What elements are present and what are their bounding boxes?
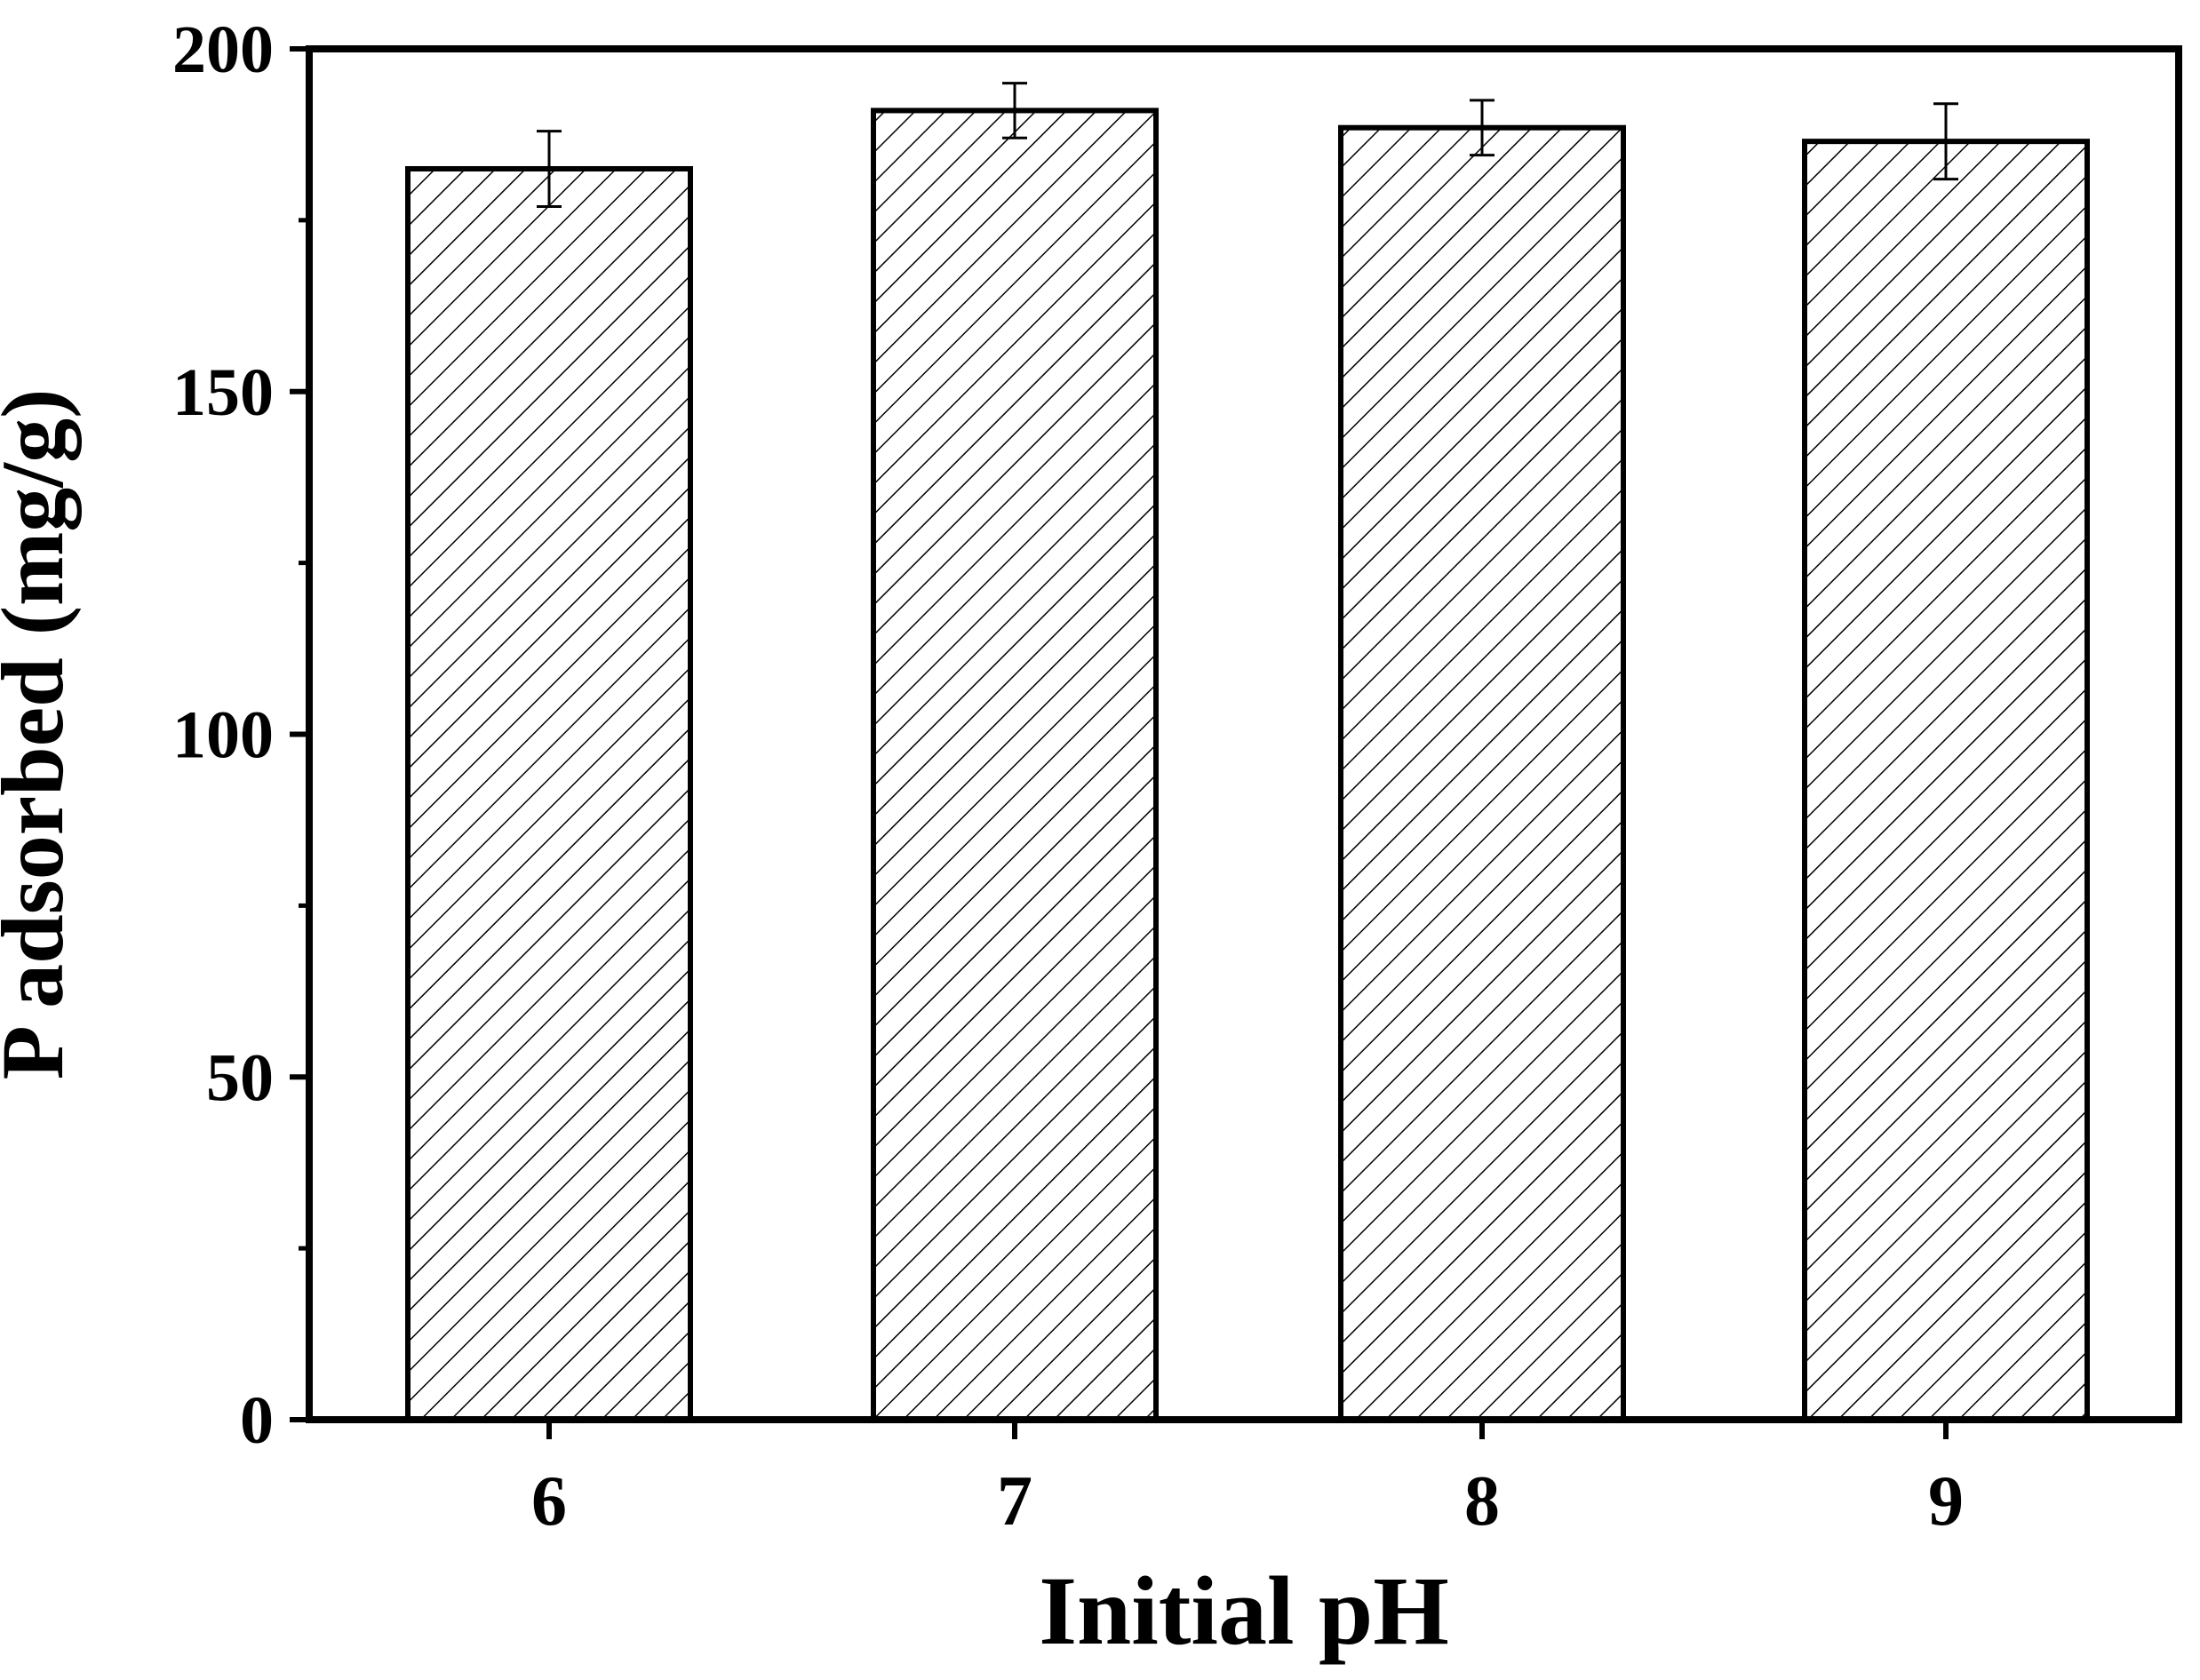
y-axis-ticks: 0 50 100 150 200	[172, 12, 309, 1458]
x-tick-label: 9	[1928, 1462, 1964, 1541]
bars-group	[405, 107, 2090, 1423]
x-axis-ticks: 6 7 8 9	[531, 1420, 1964, 1541]
y-tick-label: 100	[172, 698, 274, 773]
y-tick-label: 0	[240, 1383, 274, 1458]
bar-9	[1802, 139, 2090, 1423]
bar-6	[405, 166, 693, 1423]
x-axis-title: Initial pH	[1039, 1557, 1449, 1665]
bar-8	[1338, 124, 1626, 1422]
y-tick-label: 50	[206, 1040, 274, 1115]
y-tick-label: 200	[172, 12, 274, 87]
x-tick-label: 7	[997, 1462, 1032, 1541]
bar-7	[871, 107, 1159, 1422]
y-axis-title: P adsorbed (mg/g)	[0, 389, 82, 1080]
y-tick-label: 150	[172, 355, 274, 430]
x-tick-label: 6	[531, 1462, 567, 1541]
error-bars-group	[537, 82, 1958, 208]
x-tick-label: 8	[1464, 1462, 1500, 1541]
